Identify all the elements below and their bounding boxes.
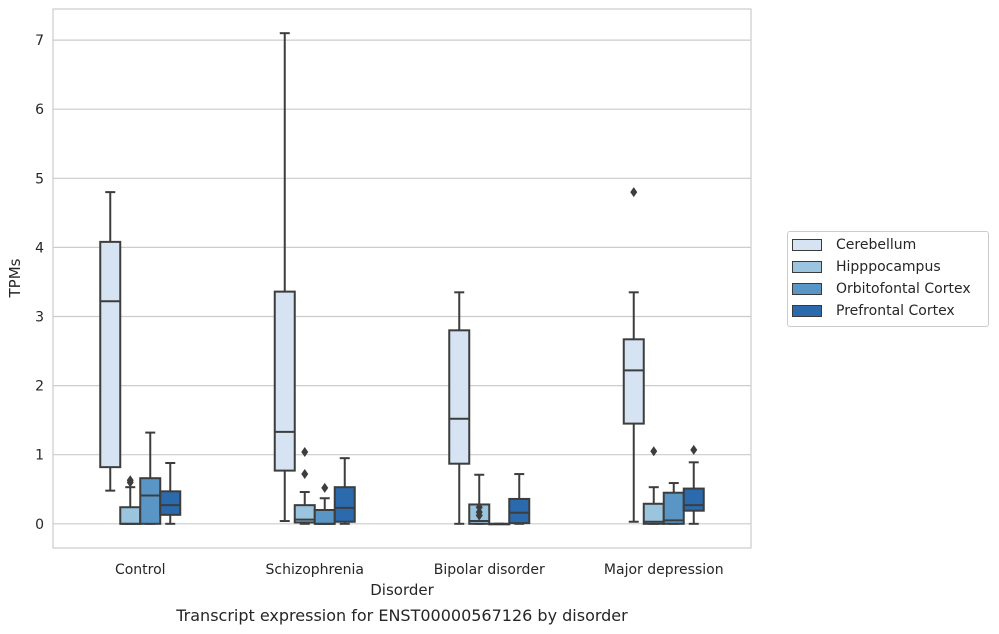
legend-swatch bbox=[792, 305, 822, 317]
box-2-1 bbox=[313, 482, 336, 525]
x-tick-label: Schizophrenia bbox=[266, 562, 364, 578]
y-axis-label: TPMs bbox=[6, 258, 24, 298]
outlier-point bbox=[690, 444, 698, 455]
box-0-2 bbox=[448, 291, 471, 525]
outlier-point bbox=[321, 482, 329, 493]
y-tick-label: 7 bbox=[35, 33, 44, 49]
box-3-1 bbox=[333, 457, 356, 525]
legend-swatch bbox=[792, 261, 822, 273]
box-2-0 bbox=[139, 431, 162, 525]
y-tick-label: 5 bbox=[35, 171, 44, 187]
legend-swatch bbox=[792, 239, 822, 251]
y-tick-label: 6 bbox=[35, 102, 44, 118]
box-1-1 bbox=[293, 446, 316, 525]
outlier-point bbox=[126, 475, 134, 486]
box-iqr bbox=[273, 290, 296, 472]
box-2-3 bbox=[662, 482, 685, 525]
y-tick-labels: 0 1 2 3 4 5 6 7 bbox=[35, 33, 44, 533]
y-tick-label: 0 bbox=[35, 517, 44, 533]
legend-label: Orbitofontal Cortex bbox=[836, 281, 971, 297]
legend-item-hippocampus: Hipppocampus bbox=[792, 258, 941, 276]
box-iqr bbox=[662, 491, 685, 525]
legend-label: Prefrontal Cortex bbox=[836, 303, 955, 319]
outlier-point bbox=[301, 446, 309, 457]
box-1-3 bbox=[642, 446, 665, 525]
x-tick-label: Control bbox=[115, 562, 166, 578]
box-iqr bbox=[333, 486, 356, 523]
box-iqr bbox=[159, 490, 182, 516]
legend-item-prefrontal-cortex: Prefrontal Cortex bbox=[792, 302, 955, 320]
box-1-2 bbox=[468, 473, 491, 525]
box-iqr bbox=[508, 497, 531, 525]
legend-item-orbitofrontal-cortex: Orbitofontal Cortex bbox=[792, 280, 971, 298]
legend-label: Hipppocampus bbox=[836, 259, 941, 275]
box-3-0 bbox=[159, 462, 182, 525]
y-tick-label: 1 bbox=[35, 448, 44, 464]
box-iqr bbox=[448, 329, 471, 465]
outlier-point bbox=[475, 502, 483, 513]
x-tick-label: Major depression bbox=[604, 562, 724, 578]
plot-frame bbox=[52, 8, 752, 549]
legend-item-cerebellum: Cerebellum bbox=[792, 236, 916, 254]
y-tick-label: 2 bbox=[35, 379, 44, 395]
x-tick-labels: Control Schizophrenia Bipolar disorder Majo… bbox=[115, 562, 724, 578]
box-1-0 bbox=[119, 475, 142, 525]
outlier-point bbox=[650, 446, 658, 457]
box-iqr bbox=[682, 487, 705, 512]
boxes bbox=[99, 32, 705, 526]
y-tick-label: 3 bbox=[35, 310, 44, 326]
gridlines bbox=[53, 39, 751, 525]
box-iqr bbox=[622, 338, 645, 425]
outlier-point bbox=[630, 187, 638, 198]
box-iqr bbox=[313, 508, 336, 525]
box-2-2 bbox=[488, 522, 511, 526]
chart-title: Transcript expression for ENST0000056712… bbox=[176, 606, 628, 625]
box-iqr bbox=[99, 240, 122, 469]
box-iqr bbox=[119, 506, 142, 525]
box-0-1 bbox=[273, 32, 296, 523]
y-tick-label: 4 bbox=[35, 240, 44, 256]
box-3-2 bbox=[508, 473, 531, 525]
x-tick-label: Bipolar disorder bbox=[434, 562, 545, 578]
outlier-point bbox=[301, 469, 309, 480]
box-iqr bbox=[139, 477, 162, 525]
box-3-3 bbox=[682, 444, 705, 525]
legend: Cerebellum Hipppocampus Orbitofontal Cor… bbox=[787, 231, 989, 327]
legend-swatch bbox=[792, 283, 822, 295]
box-0-0 bbox=[99, 191, 122, 492]
box-0-3 bbox=[622, 187, 645, 523]
legend-label: Cerebellum bbox=[836, 237, 917, 253]
x-axis-label: Disorder bbox=[370, 581, 434, 599]
